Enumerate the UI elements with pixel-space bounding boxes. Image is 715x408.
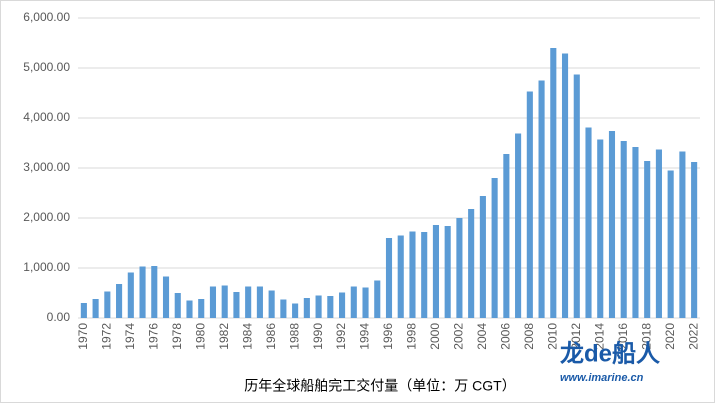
bar [444, 226, 451, 318]
bar [233, 292, 240, 318]
x-tick-label: 1996 [381, 323, 395, 350]
x-tick-label: 1980 [193, 323, 207, 350]
bar [268, 290, 275, 318]
bar [397, 235, 404, 318]
bar [679, 151, 686, 318]
y-tick-label: 3,000.00 [23, 160, 70, 174]
x-tick-label: 2010 [545, 323, 559, 350]
bar [339, 292, 346, 318]
bar [315, 295, 322, 318]
bar [667, 170, 674, 318]
x-tick-label: 2012 [569, 323, 583, 350]
bar [479, 196, 486, 318]
bar [573, 74, 580, 318]
bar [162, 276, 170, 318]
bar [409, 231, 416, 318]
bar [374, 280, 381, 318]
bar [80, 303, 87, 318]
bar [198, 299, 205, 318]
chart-title: 历年全球船舶完工交付量（单位：万 CGT） [244, 378, 515, 394]
x-tick-label: 2002 [452, 323, 466, 350]
y-tick-label: 5,000.00 [23, 60, 70, 74]
y-tick-label: 0.00 [47, 310, 71, 324]
x-tick-label: 2018 [639, 323, 653, 350]
y-tick-label: 2,000.00 [23, 210, 70, 224]
bar [292, 303, 299, 318]
bar [127, 272, 134, 318]
x-tick-label: 1982 [217, 323, 231, 350]
x-tick-label: 2016 [616, 323, 630, 350]
x-tick-label: 1970 [76, 323, 90, 350]
bar [608, 131, 616, 318]
bar [327, 296, 334, 318]
bar [632, 147, 639, 318]
bar [550, 48, 557, 318]
bar [503, 154, 510, 318]
bar [597, 139, 604, 318]
x-tick-label: 1994 [358, 323, 372, 350]
bar [256, 286, 263, 318]
bar [245, 286, 252, 318]
bar [526, 91, 533, 318]
x-tick-label: 1984 [240, 323, 254, 350]
x-tick-label: 1992 [334, 323, 348, 350]
x-tick-label: 1988 [287, 323, 301, 350]
bar [362, 287, 369, 318]
bar [104, 291, 111, 318]
bar [280, 299, 287, 318]
x-tick-label: 1998 [405, 323, 419, 350]
bar [561, 53, 569, 318]
bar [221, 285, 228, 318]
bar [174, 293, 181, 318]
bar [151, 266, 158, 318]
x-tick-label: 1990 [311, 323, 325, 350]
bar [585, 127, 592, 318]
bar [432, 225, 439, 318]
x-tick-label: 2004 [475, 323, 489, 350]
bar [421, 232, 428, 318]
x-tick-label: 1972 [100, 323, 114, 350]
bar [139, 266, 146, 318]
bar [350, 286, 357, 318]
x-tick-label: 1974 [123, 323, 137, 350]
y-tick-label: 6,000.00 [23, 10, 70, 24]
bar [303, 298, 310, 318]
watermark-url: www.imarine.cn [560, 372, 644, 384]
y-tick-label: 4,000.00 [23, 110, 70, 124]
x-tick-label: 2022 [686, 323, 700, 350]
bar [655, 149, 662, 318]
bar [491, 178, 498, 318]
bar [515, 133, 522, 318]
x-tick-label: 2020 [663, 323, 677, 350]
bar [691, 162, 698, 318]
watermark-brand: 龙de船人 [560, 339, 660, 367]
bar [644, 161, 651, 318]
x-tick-label: 2006 [499, 323, 513, 350]
x-tick-label: 1978 [170, 323, 184, 350]
bar [186, 300, 193, 318]
bar [116, 284, 123, 318]
bar [620, 141, 627, 318]
x-tick-label: 1986 [264, 323, 278, 350]
x-tick-label: 2008 [522, 323, 536, 350]
x-tick-label: 2000 [428, 323, 442, 350]
x-tick-label: 1976 [146, 323, 160, 350]
bar [209, 286, 217, 318]
y-tick-label: 1,000.00 [23, 260, 70, 274]
bar [92, 299, 99, 318]
plot-area: 0.00 1,000.00 2,000.00 3,000.00 4,000.00 5,00… [23, 10, 700, 350]
bar [468, 209, 475, 318]
bar [538, 80, 545, 318]
bar [385, 238, 393, 318]
x-tick-label: 2014 [592, 323, 606, 350]
bar [456, 218, 463, 318]
